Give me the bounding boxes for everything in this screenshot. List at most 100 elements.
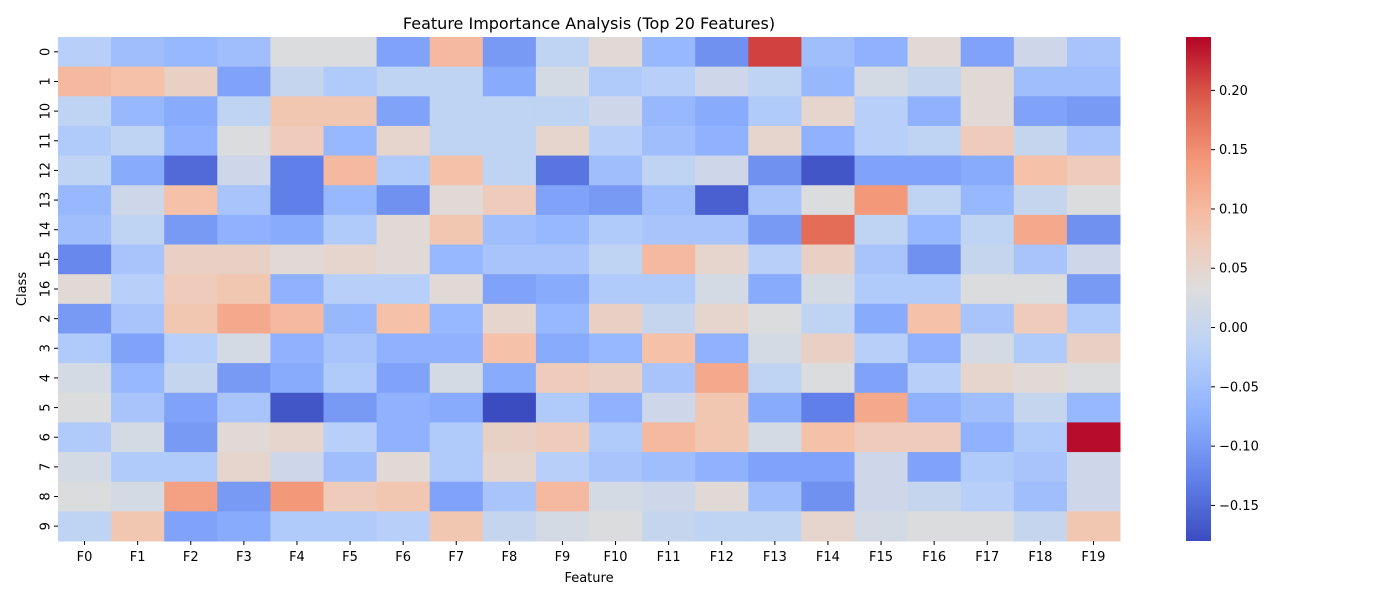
heatmap-cell [695, 303, 749, 334]
heatmap-cell [164, 363, 218, 394]
heatmap-cell [164, 481, 218, 512]
heatmap-cell [164, 244, 218, 275]
heatmap-cell [642, 481, 696, 512]
heatmap-cell [270, 214, 324, 246]
heatmap-cell [217, 214, 271, 246]
heatmap-cell [535, 66, 590, 97]
heatmap-cell [854, 214, 909, 246]
heatmap-cell [1066, 511, 1121, 542]
x-tick-label: F5 [342, 550, 358, 565]
heatmap-cell [111, 185, 165, 216]
heatmap-cell [960, 511, 1015, 542]
heatmap-cell [217, 37, 271, 68]
heatmap-cell [270, 422, 324, 453]
heatmap-cell [58, 481, 112, 512]
heatmap-cell [695, 481, 749, 512]
heatmap-cell [482, 244, 537, 275]
heatmap-cell [642, 333, 696, 364]
heatmap-cell [164, 333, 218, 364]
heatmap-cell [111, 96, 165, 127]
heatmap-cell [323, 303, 378, 334]
heatmap-cell [429, 452, 484, 483]
heatmap-cell [960, 244, 1015, 275]
heatmap-cell [429, 155, 484, 186]
heatmap-cell [854, 274, 909, 305]
heatmap-cell [960, 185, 1015, 216]
heatmap-cell [801, 274, 855, 305]
heatmap-cell [164, 214, 218, 246]
heatmap-cell [960, 363, 1015, 394]
heatmap-cell [58, 244, 112, 275]
heatmap-cell [1013, 37, 1068, 68]
heatmap-cell [1013, 66, 1068, 97]
heatmap-cell [801, 96, 855, 127]
heatmap-cell [1066, 66, 1121, 97]
heatmap-cell [323, 66, 378, 97]
x-tick-label: F17 [975, 550, 999, 565]
heatmap-cell [907, 155, 962, 186]
heatmap-cell [270, 125, 324, 157]
heatmap-cell [58, 452, 112, 483]
heatmap-cell [907, 274, 962, 305]
heatmap-cell [907, 481, 962, 512]
heatmap-cell [907, 333, 962, 364]
heatmap-cell [1066, 392, 1121, 423]
x-tick-label: F15 [869, 550, 893, 565]
x-tick-label: F4 [289, 550, 305, 565]
heatmap-cell [323, 274, 378, 305]
heatmap-cell [960, 96, 1015, 127]
heatmap-cell [748, 363, 802, 394]
x-tick-label: F16 [922, 550, 946, 565]
heatmap-cell [164, 96, 218, 127]
heatmap-cell [429, 96, 484, 127]
heatmap-cell [323, 511, 378, 542]
heatmap-cell [642, 66, 696, 97]
heatmap-cell [695, 422, 749, 453]
heatmap-cell [111, 452, 165, 483]
heatmap-cell [801, 303, 855, 334]
heatmap-cell [482, 185, 537, 216]
x-tick-label: F13 [763, 550, 787, 565]
heatmap-cell [748, 155, 802, 186]
heatmap-cell [589, 452, 643, 483]
heatmap-cell [58, 333, 112, 364]
heatmap-cell [589, 303, 643, 334]
x-tick-label: F9 [555, 550, 571, 565]
heatmap-cell [854, 66, 909, 97]
x-tick-label: F7 [448, 550, 464, 565]
heatmap-cell [323, 392, 378, 423]
heatmap-cell [801, 155, 855, 186]
heatmap-cell [111, 422, 165, 453]
heatmap-cell [748, 392, 802, 423]
heatmap-cell [217, 244, 271, 275]
heatmap-cell [111, 363, 165, 394]
y-tick-label: 0 [39, 48, 54, 56]
heatmap-cell [907, 363, 962, 394]
x-tick-label: F11 [657, 550, 681, 565]
heatmap-cell [535, 303, 590, 334]
heatmap-cell [535, 422, 590, 453]
heatmap-cell [535, 185, 590, 216]
y-tick-label: 3 [39, 344, 54, 352]
heatmap-cell [482, 214, 537, 246]
heatmap-cell [535, 37, 590, 68]
colorbar-tick-label: −0.10 [1219, 440, 1259, 455]
heatmap-cell [748, 333, 802, 364]
heatmap-cell [482, 125, 537, 157]
heatmap-cell [270, 66, 324, 97]
heatmap-cell [429, 37, 484, 68]
heatmap-cell [801, 66, 855, 97]
heatmap-cell [1066, 422, 1121, 453]
heatmap-cell [58, 392, 112, 423]
heatmap-cell [270, 511, 324, 542]
heatmap-cell [907, 452, 962, 483]
heatmap-cell [376, 303, 431, 334]
heatmap-cell [164, 185, 218, 216]
heatmap-cell [695, 96, 749, 127]
heatmap-cell [854, 244, 909, 275]
heatmap-cell [270, 303, 324, 334]
heatmap-cell [58, 422, 112, 453]
heatmap-cell [217, 125, 271, 157]
heatmap-cell [642, 363, 696, 394]
